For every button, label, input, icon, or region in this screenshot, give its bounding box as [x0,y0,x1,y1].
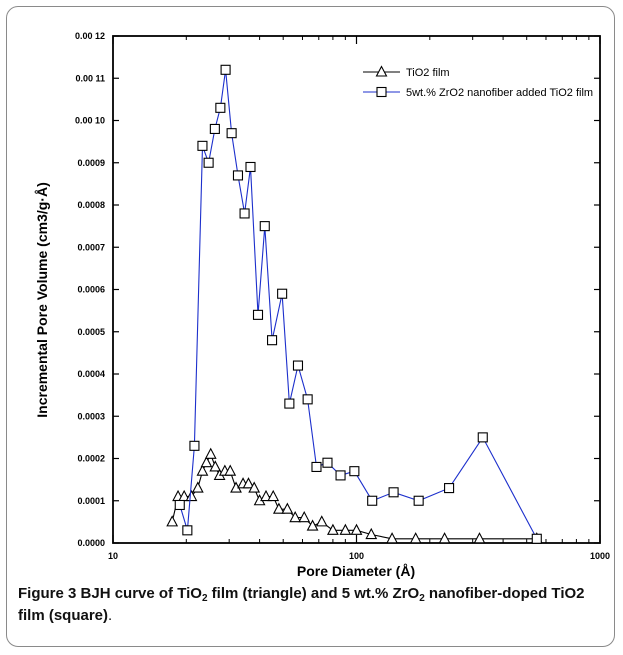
data-point-square [197,140,208,151]
data-point-square [388,487,399,498]
legend-marker-triangle [375,65,388,77]
series-triangle [166,447,543,544]
data-point-triangle [365,527,378,540]
data-point-triangle [409,532,422,544]
data-point-triangle [242,477,255,489]
data-point-triangle [289,510,302,523]
x-tick-label: 10 [108,551,118,561]
data-point-triangle [386,532,398,544]
data-point-square [215,102,226,113]
data-point-square [189,440,200,451]
y-tick-label: 0.0002 [77,454,105,464]
data-point-triangle [473,532,486,544]
data-point-triangle [306,519,319,531]
data-point-square [322,457,333,468]
data-point-triangle [191,481,204,493]
data-point-square [367,495,378,506]
data-point-square [444,483,455,494]
data-point-square [311,461,322,473]
caption-text-3: nanofiber-doped TiO2 film (square) [18,585,585,624]
data-point-triangle [350,523,363,535]
data-point-square [239,208,250,219]
data-point-triangle [339,523,352,535]
data-point-triangle [315,515,328,527]
data-point-square [284,398,295,409]
data-point-square [531,533,542,544]
data-point-square [292,360,304,371]
data-point-square [267,335,278,346]
data-point-triangle [224,464,237,476]
y-tick-label: 0.00 10 [75,116,105,126]
caption-text-2: film (triangle) and 5 wt.% ZrO [207,585,420,602]
data-point-triangle [260,489,272,502]
data-point-triangle [185,489,198,502]
data-point-square [335,470,346,481]
data-point-triangle [204,447,217,459]
y-tick-label: 0.00 12 [75,31,105,41]
y-tick-label: 0.00 11 [75,73,105,83]
data-point-square [302,394,313,405]
legend-label: TiO2 film [406,67,450,79]
data-point-triangle [200,456,213,468]
y-tick-label: 0.0008 [77,200,105,210]
y-tick-label: 0.0006 [77,285,105,295]
data-point-triangle [326,523,339,535]
data-point-square [259,221,270,232]
y-tick-label: 0.0007 [77,242,105,252]
data-point-triangle [248,481,261,493]
caption-text-1: BJH curve of TiO [76,585,202,602]
y-tick-label: 0.0000 [77,538,105,548]
caption-subscript-1: 2 [201,593,208,604]
data-point-square [174,499,185,511]
y-axis-title: Incremental Pore Volume (cm3/g·Å) [34,182,50,417]
data-point-triangle [298,510,311,523]
y-tick-label: 0.0004 [77,369,105,379]
data-point-triangle [196,464,209,476]
data-point-triangle [281,502,294,514]
data-point-square [209,123,220,134]
data-point-square [277,288,288,299]
data-point-square [226,128,237,139]
data-point-triangle [438,532,451,544]
caption-end: . [108,607,113,624]
y-tick-label: 0.0009 [77,158,105,168]
figure-caption: Figure 3 BJH curve of TiO2 film (triangl… [18,583,608,627]
caption-subscript-2: 2 [419,593,425,604]
legend-marker-square [376,86,387,98]
x-tick-label: 1000 [590,551,610,561]
series-square [174,64,542,544]
data-point-square [220,64,231,75]
data-point-square [245,161,256,173]
y-tick-label: 0.0005 [77,327,105,337]
data-point-square [477,432,488,443]
x-axis-title: Pore Diameter (Å) [297,563,415,579]
y-tick-label: 0.0003 [77,411,105,421]
data-point-square [413,495,424,506]
y-tick-label: 0.0001 [77,496,105,506]
data-point-square [182,525,193,536]
data-point-triangle [209,460,222,472]
data-point-triangle [272,502,285,514]
legend-label: 5wt.% ZrO2 nanofiber added TiO2 film [406,87,593,99]
data-point-triangle [267,489,280,502]
figure-frame [6,6,615,647]
data-point-square [203,157,214,168]
caption-figure-label: Figure 3 [18,585,77,602]
data-point-square [252,309,264,320]
data-point-square [232,170,244,181]
data-point-triangle [166,515,179,527]
data-point-square [349,466,360,477]
x-tick-label: 100 [349,551,364,561]
